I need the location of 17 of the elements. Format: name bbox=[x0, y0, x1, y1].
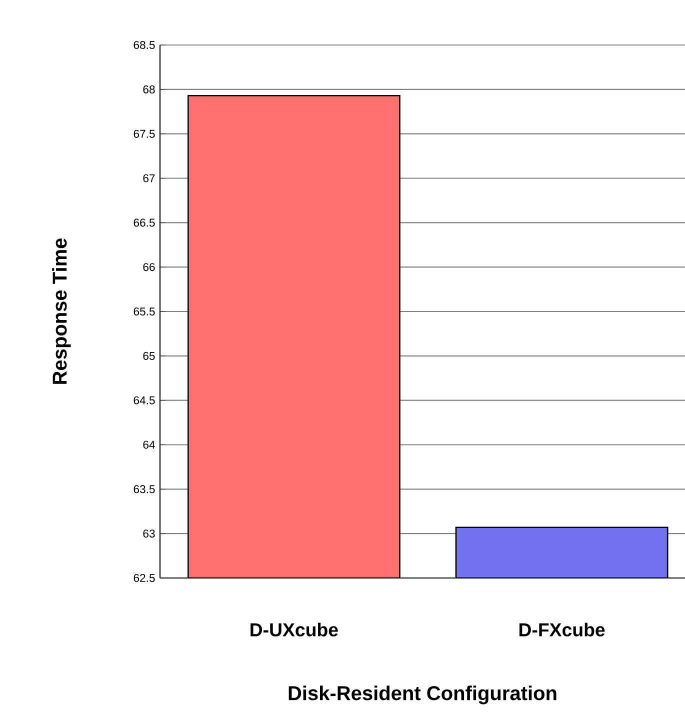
y-tick-label: 66 bbox=[143, 263, 155, 272]
y-tick-label: 68.5 bbox=[134, 40, 155, 50]
y-tick-label: 62.5 bbox=[134, 574, 155, 582]
y-tick-label: 63 bbox=[143, 530, 155, 538]
y-axis-title: Response Time bbox=[52, 238, 71, 384]
y-tick-label: 63.5 bbox=[134, 485, 155, 494]
y-tick-label: 65 bbox=[143, 352, 155, 360]
y-tick-label: 64.5 bbox=[134, 396, 155, 404]
x-tick-label: D-UXcube bbox=[250, 622, 338, 636]
x-tick-label: D-FXcube bbox=[519, 622, 605, 636]
y-tick-label: 67 bbox=[143, 174, 155, 182]
y-tick-label: 65.5 bbox=[134, 307, 155, 316]
y-tick-label: 64 bbox=[143, 440, 155, 449]
y-tick-label: 68 bbox=[143, 85, 155, 94]
y-tick-label: 67.5 bbox=[134, 130, 155, 138]
x-axis-title: Disk-Resident Configuration bbox=[288, 686, 556, 704]
y-tick-label: 66.5 bbox=[134, 218, 155, 227]
